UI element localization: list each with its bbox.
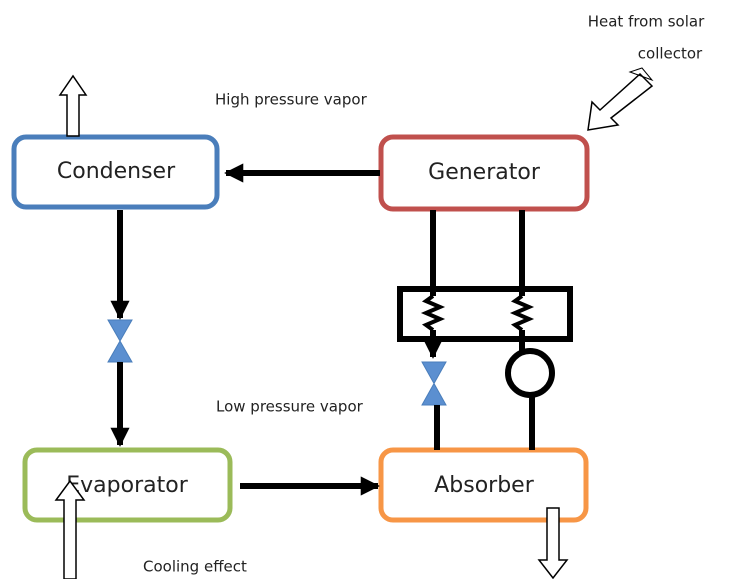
annotation: Cooling effect xyxy=(143,558,247,576)
cooling-arrow xyxy=(54,479,86,579)
heat-out-arrow xyxy=(58,74,88,137)
annotation: Low pressure vapor xyxy=(216,398,364,416)
collector-cap xyxy=(628,67,654,82)
node-label: Generator xyxy=(428,160,541,185)
coil xyxy=(420,294,446,332)
annotation: Heat from solar xyxy=(588,13,705,31)
node-label: Evaporator xyxy=(66,473,188,498)
node-label: Condenser xyxy=(57,159,176,184)
coil xyxy=(509,294,535,332)
valve xyxy=(107,319,133,363)
heat-out-arrow xyxy=(537,507,569,579)
valve xyxy=(421,361,447,406)
generator-box xyxy=(378,134,590,212)
annotation: High pressure vapor xyxy=(215,91,368,109)
heat-exchanger xyxy=(397,286,573,342)
absorber-box xyxy=(378,447,589,523)
pump xyxy=(505,348,555,398)
solar-arrow xyxy=(587,72,654,131)
annotation: collector xyxy=(638,45,703,63)
node-label: Absorber xyxy=(434,473,534,498)
condenser-box xyxy=(11,134,220,210)
